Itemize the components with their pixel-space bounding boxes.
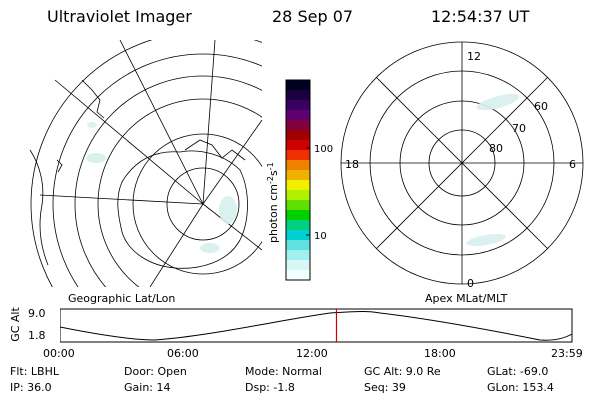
glat-info: GLat: -69.0 — [487, 365, 549, 378]
apex-polar-plot: 12 18 6 0 60 70 80 — [340, 41, 584, 290]
mlat-label-60: 60 — [534, 100, 548, 113]
glon-info: GLon: 153.4 — [487, 381, 554, 394]
colorbar-segment — [286, 90, 310, 101]
colorbar-segment — [286, 260, 310, 271]
colorbar-segment — [286, 250, 310, 261]
sequence-info: Seq: 39 — [364, 381, 406, 394]
timeline-tick-1800: 18:00 — [424, 347, 456, 360]
colorbar-segment — [286, 240, 310, 251]
mlt-label-18: 18 — [345, 158, 359, 171]
gc-altitude-info: GC Alt: 9.0 Re — [364, 365, 441, 378]
colorbar-segment — [286, 140, 310, 151]
apex-map-label: Apex MLat/MLT — [425, 292, 508, 305]
colorbar-segment — [286, 80, 310, 91]
timeline-ylabel: GC Alt — [8, 307, 22, 342]
colorbar: 100 10 photon cm-2s-1 — [266, 79, 333, 281]
timeline-tick-2359: 23:59 — [551, 347, 583, 360]
ip-info: IP: 36.0 — [10, 381, 52, 394]
colorbar-segment — [286, 130, 310, 141]
colorbar-segment — [286, 220, 310, 231]
mode-info: Mode: Normal — [245, 365, 322, 378]
geographic-map — [29, 40, 262, 287]
colorbar-tick-100: 100 — [314, 144, 333, 155]
time-label: 12:54:37 UT — [431, 7, 530, 26]
app-title: Ultraviolet Imager — [47, 7, 192, 26]
colorbar-segment — [286, 160, 310, 171]
colorbar-tick-10: 10 — [314, 231, 327, 242]
timeline-ymax: 9.0 — [28, 307, 46, 320]
timeline-tick-0600: 06:00 — [167, 347, 199, 360]
mlt-label-0: 0 — [467, 277, 474, 290]
mlt-label-12: 12 — [467, 50, 481, 63]
date-label: 28 Sep 07 — [272, 7, 354, 26]
mlat-label-70: 70 — [512, 122, 526, 135]
dsp-info: Dsp: -1.8 — [245, 381, 295, 394]
colorbar-segment — [286, 180, 310, 191]
colorbar-unit-label: photon cm-2s-1 — [266, 162, 280, 243]
colorbar-segment — [286, 210, 310, 221]
mlt-label-6: 6 — [569, 158, 576, 171]
colorbar-segment — [286, 230, 310, 241]
timeline-tick-0000: 00:00 — [43, 347, 75, 360]
colorbar-segment — [286, 190, 310, 201]
altitude-timeline — [60, 308, 573, 343]
colorbar-segment — [286, 100, 310, 111]
colorbar-segment — [286, 120, 310, 131]
mlat-label-80: 80 — [489, 142, 503, 155]
colorbar-segment — [286, 110, 310, 121]
filter-info: Flt: LBHL — [10, 365, 59, 378]
geographic-map-label: Geographic Lat/Lon — [68, 292, 176, 305]
door-info: Door: Open — [124, 365, 187, 378]
gain-info: Gain: 14 — [124, 381, 171, 394]
colorbar-segment — [286, 170, 310, 181]
timeline-ymin: 1.8 — [28, 329, 46, 342]
colorbar-segment — [286, 200, 310, 211]
colorbar-segment — [286, 270, 310, 281]
colorbar-segment — [286, 150, 310, 161]
timeline-tick-1200: 12:00 — [296, 347, 328, 360]
